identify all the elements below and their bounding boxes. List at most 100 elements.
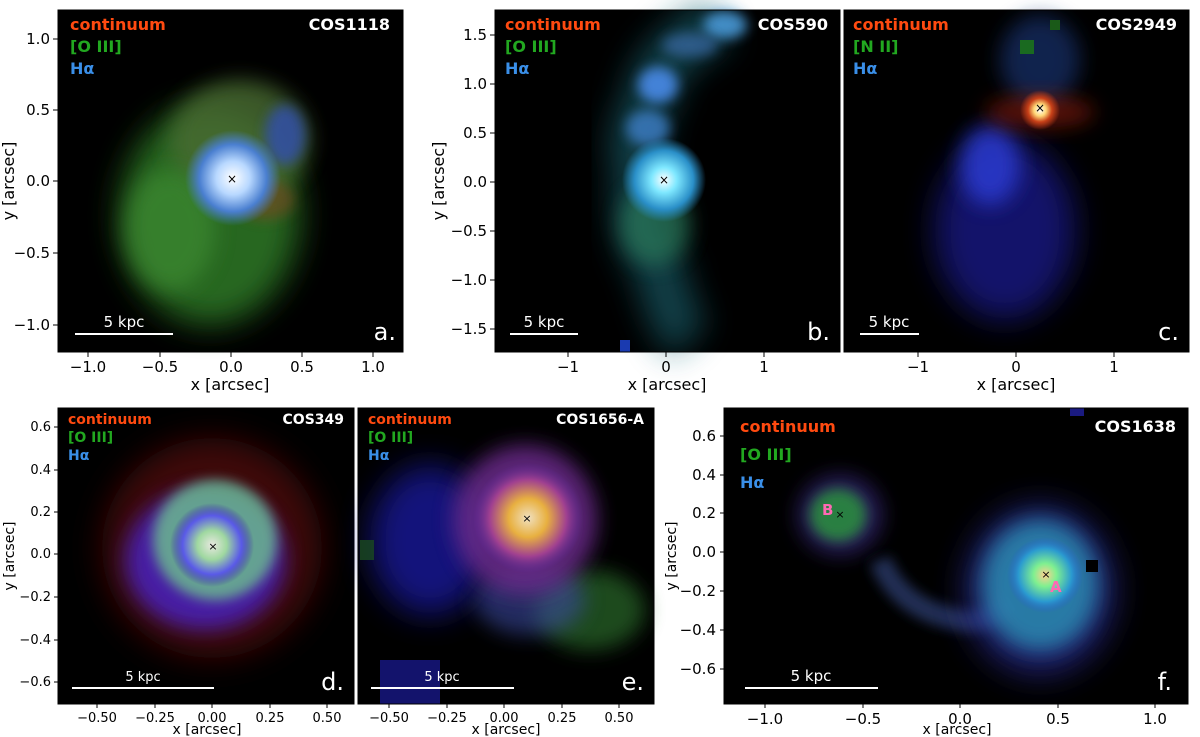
panel-a-letter: a. [374,318,396,346]
panel-f-image [724,408,1188,704]
panel-c-legend-halpha: Hα [853,59,877,78]
panel-c-emission [935,15,1095,320]
panel-c-xtick: 0 [1011,358,1021,376]
panel-e-legend-oiii: [O III] [368,430,413,446]
panel-f-marker-a: × [1041,568,1050,581]
panel-c-legend-continuum: continuum [853,15,949,34]
panel-f-xtick: −1.0 [747,710,783,728]
panel-f-xtick: 1.0 [1143,710,1167,728]
panel-f-component-a: A [1050,578,1062,596]
panel-a-xtick: 0.0 [219,358,243,376]
panel-e-xtick: 0.00 [490,711,519,726]
panel-e-center-marker: × [522,512,531,525]
panel-f-title: COS1638 [1095,417,1176,436]
panel-b-title: COS590 [758,15,828,34]
panel-a-emission [120,80,310,325]
panel-d-ytick: 0.4 [30,463,51,478]
panel-a-ticks [53,38,374,357]
panel-c-xtick: −1 [907,358,929,376]
panel-d-xtick: 0.50 [313,711,342,726]
panel-b-xtick: −1 [557,358,579,376]
panel-f-legend-oiii: [O III] [740,445,792,464]
panel-f-xtick: −0.5 [845,710,881,728]
panel-f-ylabel: y [arcsec] [664,522,680,591]
panel-b-letter: b. [807,318,830,346]
panel-a-legend-continuum: continuum [70,15,166,34]
panel-e-xlabel: x [arcsec] [472,722,541,737]
panel-d-ticks [54,426,328,708]
panel-b-ytick: 0.5 [463,124,487,142]
panel-f-legend-halpha: Hα [740,473,764,492]
panel-c-xlabel: x [arcsec] [977,375,1056,394]
panel-d-ytick: −0.2 [19,590,51,605]
panel-b-legend-continuum: continuum [505,15,601,34]
panel-e: × continuum [O III] Hα COS1656-A 5 kpc e… [357,407,655,737]
panel-c-center-marker: × [1035,101,1045,115]
panel-b-ytick: −0.5 [451,222,487,240]
panel-e-legend-continuum: continuum [368,412,452,428]
panel-b: × continuum [O III] Hα COS590 5 kpc b. −… [429,0,841,394]
panel-a-center-marker: × [227,172,237,186]
panel-a-ytick: −1.0 [14,316,50,334]
panel-f-ytick: 0.4 [692,466,716,484]
panel-d-ytick: −0.4 [19,633,51,648]
panel-d-legend-halpha: Hα [68,448,90,464]
panel-c-title: COS2949 [1096,15,1177,34]
panel-a-scale-label: 5 kpc [104,313,145,331]
panel-b-ylabel: y [arcsec] [429,142,448,221]
panel-f-scale-label: 5 kpc [791,667,832,685]
panel-f-ytick: 0.6 [692,427,716,445]
panel-e-xtick: −0.50 [369,711,409,726]
panel-d-emission [102,438,322,658]
panel-a-legend-oiii: [O III] [70,37,122,56]
panel-f: × × B A continuum [O III] Hα COS1638 5 k… [664,407,1189,737]
panel-d-ytick: 0.0 [30,547,51,562]
panel-e-xtick: −0.25 [427,711,467,726]
panel-e-scale-label: 5 kpc [424,670,459,685]
panel-b-ticks [490,34,765,357]
panel-c-xtick: 1 [1109,358,1119,376]
panel-a-xtick: 0.5 [290,358,314,376]
panel-f-legend-continuum: continuum [740,417,836,436]
panel-b-xlabel: x [arcsec] [628,375,707,394]
panel-b-emission [609,0,747,358]
panel-a-ytick: 1.0 [26,30,50,48]
panel-f-ytick: −0.4 [680,621,716,639]
panel-b-ytick: −1.5 [451,320,487,338]
panel-d-legend-oiii: [O III] [68,430,113,446]
panel-b-ytick: 0.0 [463,173,487,191]
panel-f-marker-b: × [835,508,844,521]
panel-c-letter: c. [1158,318,1179,346]
panel-a: × continuum [O III] Hα COS1118 5 kpc a. … [0,9,404,394]
panel-f-xtick: 0.0 [948,710,972,728]
panel-f-ytick: −0.6 [680,660,716,678]
panel-d-legend-continuum: continuum [68,412,152,428]
panel-d-ytick: 0.6 [30,420,51,435]
panel-f-xtick: 0.5 [1046,710,1070,728]
panel-b-ytick: 1.0 [463,75,487,93]
panel-b-scale-label: 5 kpc [524,313,565,331]
panel-c-scale-label: 5 kpc [869,313,910,331]
panel-b-center-marker: × [659,173,669,187]
panel-c: × continuum [N II] Hα COS2949 5 kpc c. −… [843,9,1190,394]
panel-a-xtick: 1.0 [361,358,385,376]
panel-a-ylabel: y [arcsec] [0,142,18,221]
panel-f-component-b: B [822,501,833,519]
panel-a-ytick: 0.0 [26,172,50,190]
panel-e-ticks [388,704,620,708]
panel-c-ticks [917,352,1115,357]
panel-f-ytick: −0.2 [680,582,716,600]
panel-e-xtick: 0.25 [548,711,577,726]
panel-d-center-marker: × [208,540,217,553]
panel-a-ytick: −0.5 [14,244,50,262]
panel-e-letter: e. [622,668,644,696]
panel-d: × continuum [O III] Hα COS349 5 kpc d. −… [2,407,355,737]
panel-d-letter: d. [321,668,344,696]
panel-a-xtick: −0.5 [142,358,178,376]
panel-f-xlabel: x [arcsec] [923,722,992,737]
panel-a-ytick: 0.5 [26,101,50,119]
panel-f-ytick: 0.0 [692,543,716,561]
panel-b-ytick: 1.5 [463,26,487,44]
panel-d-ytick: 0.2 [30,505,51,520]
panel-f-emission [798,408,1115,675]
